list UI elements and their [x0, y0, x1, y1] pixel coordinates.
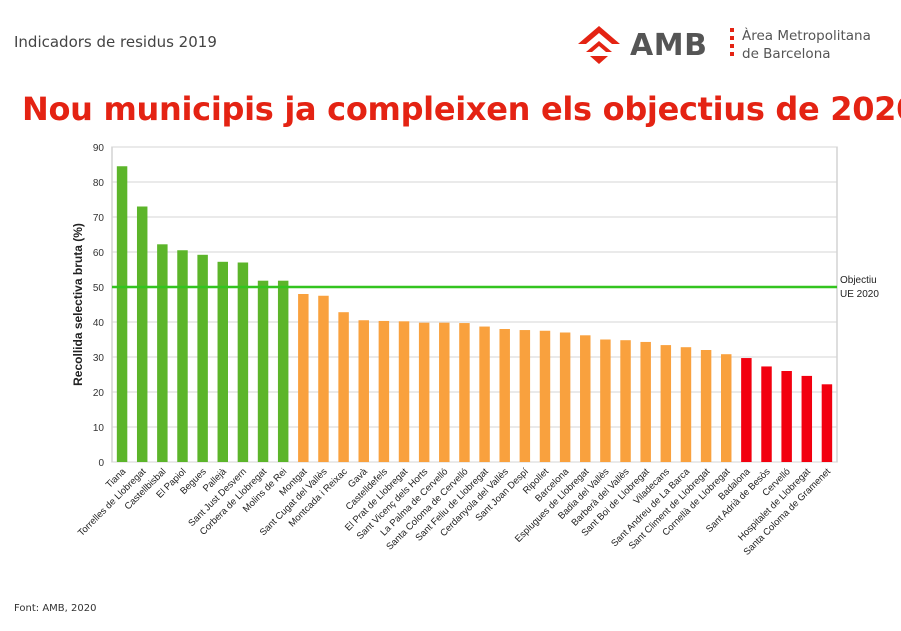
target-label-line-2: UE 2020 [840, 289, 879, 300]
bar [136, 206, 148, 462]
bar [237, 262, 249, 462]
bar [358, 320, 369, 462]
amb-logo-icon [578, 26, 620, 64]
y-tick-label: 10 [93, 423, 105, 434]
bar [197, 254, 208, 462]
bar-chart: 0 10 20 30 40 50 60 70 80 90 Recollida selectiva b… [71, 143, 879, 558]
bar [519, 330, 531, 462]
bar [116, 166, 128, 462]
bar [398, 321, 410, 462]
bar [157, 244, 168, 462]
report-subtitle: Indicadors de residus 2019 [14, 33, 217, 51]
bar [680, 347, 692, 462]
bar [801, 375, 813, 462]
y-tick-label: 70 [93, 213, 105, 224]
y-tick-label: 80 [93, 178, 105, 189]
bar [821, 384, 833, 462]
y-tick-label: 60 [93, 248, 105, 259]
org-line-2: de Barcelona [742, 46, 831, 62]
bar [539, 330, 551, 462]
y-tick-label: 20 [93, 388, 105, 399]
bar [459, 323, 470, 462]
bar [559, 332, 571, 462]
bar [217, 261, 228, 462]
amb-logo: AMB Àrea Metropolitana de Barcelona [574, 22, 894, 70]
bar [177, 250, 188, 462]
y-tick-label: 0 [98, 458, 104, 469]
y-tick-label: 50 [93, 283, 105, 294]
bar [277, 280, 289, 462]
bar [660, 345, 672, 462]
bar [378, 320, 390, 462]
bar [741, 358, 752, 462]
logo-text: AMB [630, 28, 708, 63]
y-tick-label: 90 [93, 143, 105, 154]
bar [721, 354, 732, 462]
y-tick-label: 30 [93, 353, 105, 364]
plot-area [111, 146, 838, 463]
bar [439, 322, 450, 462]
bar [257, 280, 269, 462]
bar [700, 350, 712, 462]
bar [761, 366, 772, 462]
bar [600, 339, 611, 462]
y-tick-label: 40 [93, 318, 105, 329]
source-note: Font: AMB, 2020 [14, 603, 97, 614]
bar [620, 340, 631, 462]
bar [781, 371, 792, 462]
bar [580, 335, 591, 462]
bar [338, 312, 349, 462]
bar [499, 329, 510, 462]
page-title: Nou municipis ja compleixen els objectiu… [22, 90, 901, 128]
bar [298, 294, 309, 462]
organization-name: Àrea Metropolitana de Barcelona [742, 27, 871, 63]
bar [418, 322, 430, 462]
org-line-1: Àrea Metropolitana [742, 28, 871, 44]
bar [640, 341, 651, 462]
y-axis-label: Recollida selectiva bruta (%) [71, 223, 85, 386]
bar [318, 295, 329, 462]
logo-separator [730, 28, 736, 60]
bar [479, 326, 490, 462]
target-label-line-1: Objectiu [840, 275, 877, 286]
